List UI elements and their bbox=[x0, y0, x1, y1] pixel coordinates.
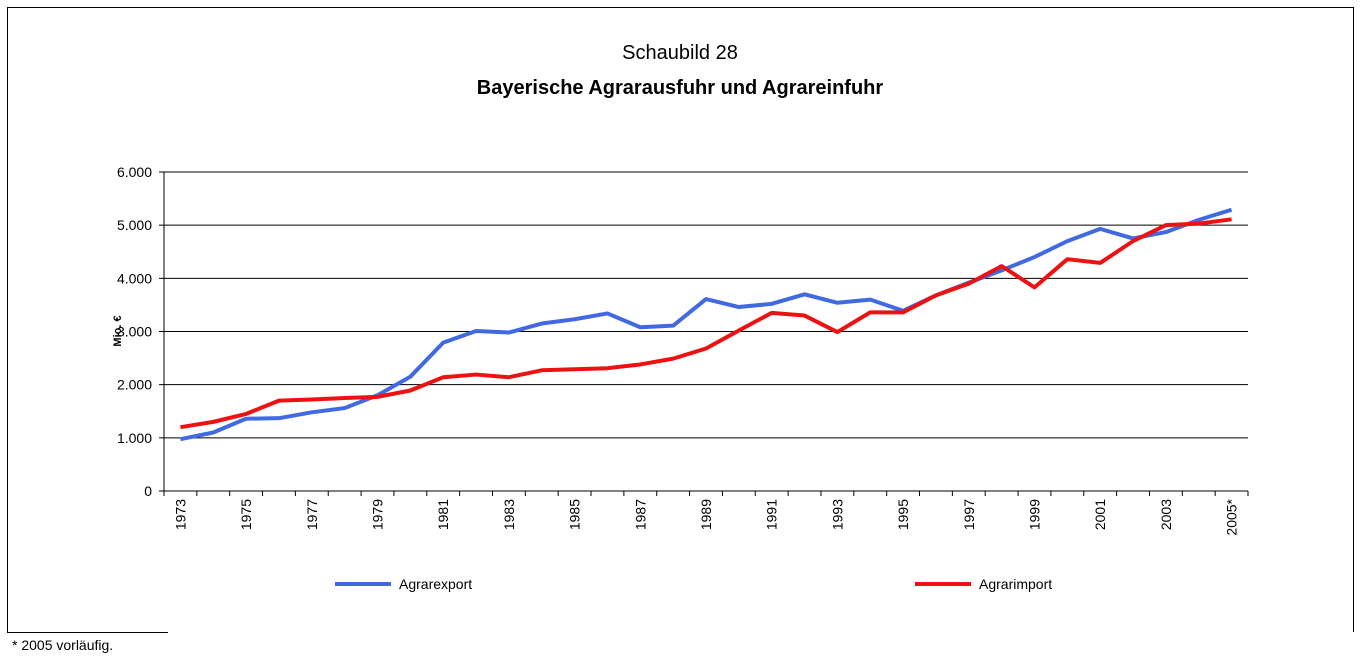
x-tick-label: 1995 bbox=[895, 499, 911, 530]
y-tick-label: 2.000 bbox=[117, 377, 152, 393]
x-tick-label: 1973 bbox=[172, 499, 188, 530]
x-tick-label: 1997 bbox=[961, 499, 977, 530]
x-tick-label: 1991 bbox=[764, 499, 780, 530]
y-tick-label: 6.000 bbox=[117, 164, 152, 180]
footnote: * 2005 vorläufig. bbox=[12, 637, 113, 653]
y-tick-label: 5.000 bbox=[117, 217, 152, 233]
y-axis-label: Mio. € bbox=[112, 315, 124, 346]
series-line bbox=[180, 207, 1233, 442]
x-tick-label: 1983 bbox=[501, 499, 517, 530]
chart-subtitle: Bayerische Agrarausfuhr und Agrareinfuhr bbox=[477, 77, 884, 99]
y-tick-label: 1.000 bbox=[117, 430, 152, 446]
x-tick-label: 1981 bbox=[435, 499, 451, 530]
series-line bbox=[180, 217, 1232, 430]
x-tick-label: 1979 bbox=[370, 499, 386, 530]
x-tick-label: 1987 bbox=[632, 499, 648, 530]
x-tick-label: 2003 bbox=[1158, 499, 1174, 530]
x-tick-label: 1977 bbox=[304, 499, 320, 530]
x-tick-label: 1999 bbox=[1026, 499, 1042, 530]
frame bbox=[7, 7, 1354, 632]
y-tick-label: 3.000 bbox=[117, 324, 152, 340]
x-tick-label: 1993 bbox=[829, 499, 845, 530]
legend-label: Agrarimport bbox=[979, 576, 1052, 592]
y-tick-label: 0 bbox=[144, 483, 152, 499]
y-tick-label: 4.000 bbox=[117, 270, 152, 286]
x-tick-label: 1989 bbox=[698, 499, 714, 530]
legend-label: Agrarexport bbox=[399, 576, 472, 592]
x-tick-label: 2001 bbox=[1092, 499, 1108, 530]
x-tick-label: 1975 bbox=[238, 499, 254, 530]
x-tick-label: 2005* bbox=[1224, 498, 1240, 535]
chart-title: Schaubild 28 bbox=[622, 42, 738, 64]
x-tick-label: 1985 bbox=[567, 499, 583, 530]
